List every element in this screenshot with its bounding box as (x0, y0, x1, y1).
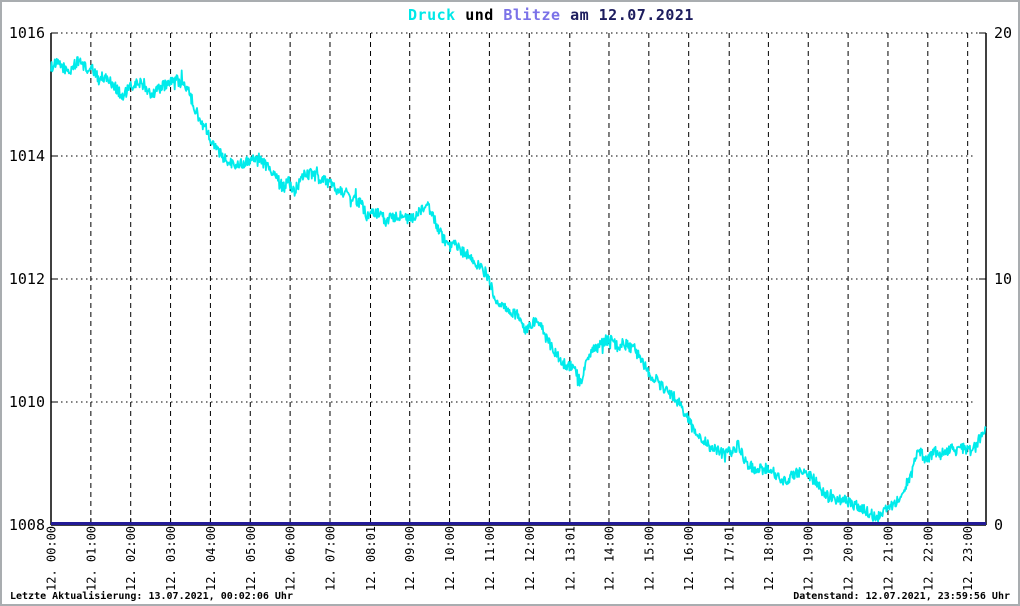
title-word-date: am 12.07.2021 (570, 6, 694, 24)
y-left-tick-label: 1012 (9, 270, 45, 288)
y-left-tick-label: 1010 (9, 393, 45, 411)
x-tick-label: 12. 08:01 (364, 526, 378, 591)
x-tick-label: 12. 05:00 (244, 526, 258, 591)
x-tick-label: 12. 19:00 (802, 526, 816, 591)
chart-title: Druck und Blitze am 12.07.2021 (408, 6, 694, 24)
x-tick-label: 12. 21:00 (881, 526, 895, 591)
data-stand-text: Datenstand: 12.07.2021, 23:59:56 Uhr (793, 591, 1010, 602)
x-tick-label: 12. 00:00 (45, 526, 59, 591)
title-word-blitze: Blitze (503, 6, 561, 24)
x-tick-label: 12. 12:00 (523, 526, 537, 591)
x-tick-label: 12. 04:00 (204, 526, 218, 591)
x-tick-label: 12. 15:00 (642, 526, 656, 591)
y-left-tick-label: 1014 (9, 147, 45, 165)
x-tick-label: 12. 02:00 (124, 526, 138, 591)
title-word-druck: Druck (408, 6, 456, 24)
footer-bar: Letzte Aktualisierung: 13.07.2021, 00:02… (2, 591, 1018, 602)
y-right-tick-label: 10 (994, 270, 1012, 288)
y-left-tick-label: 1016 (9, 24, 45, 42)
x-tick-label: 12. 13:01 (563, 526, 577, 591)
title-word-und: und (465, 6, 494, 24)
x-tick-label: 12. 14:00 (602, 526, 616, 591)
x-tick-label: 12. 03:00 (164, 526, 178, 591)
y-right-tick-label: 0 (994, 516, 1003, 534)
x-tick-label: 12. 17:01 (723, 526, 737, 591)
x-tick-label: 12. 10:00 (443, 526, 457, 591)
x-tick-label: 12. 20:00 (842, 526, 856, 591)
pressure-series-line (50, 56, 987, 523)
last-update-text: Letzte Aktualisierung: 13.07.2021, 00:02… (10, 591, 293, 602)
x-tick-label: 12. 23:00 (961, 526, 975, 591)
y-right-tick-label: 20 (994, 24, 1012, 42)
x-tick-label: 12. 11:00 (483, 526, 497, 591)
x-tick-label: 12. 09:00 (403, 526, 417, 591)
x-tick-label: 12. 18:00 (762, 526, 776, 591)
x-tick-label: 12. 06:00 (284, 526, 298, 591)
x-tick-label: 12. 01:00 (84, 526, 98, 591)
y-left-tick-label: 1008 (9, 516, 45, 534)
x-tick-label: 12. 16:00 (682, 526, 696, 591)
x-tick-label: 12. 22:00 (921, 526, 935, 591)
x-tick-label: 12. 07:00 (323, 526, 337, 591)
